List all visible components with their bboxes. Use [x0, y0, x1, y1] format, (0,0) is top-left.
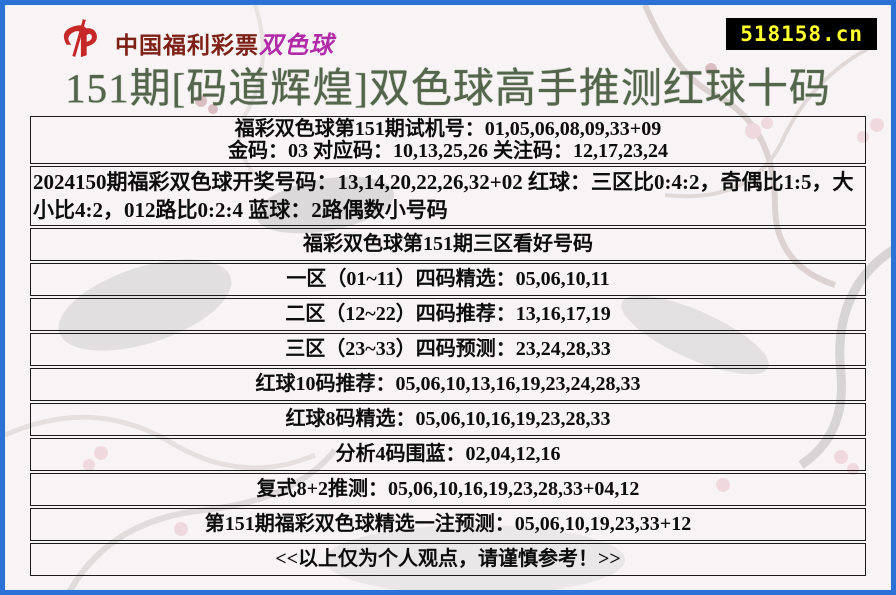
row-line: 红球8码精选：05,06,10,16,19,23,28,33	[285, 408, 611, 430]
row-line: 红球10码推荐：05,06,10,13,16,19,23,24,28,33	[255, 373, 641, 395]
row-line: 2024150期福彩双色球开奖号码：13,14,20,22,26,32+02 红…	[33, 170, 854, 222]
row-zone1-picks: 一区（01~11）四码精选：05,06,10,11	[30, 263, 866, 296]
china-welfare-lottery-logo-icon	[55, 15, 103, 61]
row-complex-8plus2: 复式8+2推测：05,06,10,16,19,23,28,33+04,12	[30, 473, 866, 506]
row-zone2-picks: 二区（12~22）四码推荐：13,16,17,19	[30, 298, 866, 331]
row-line: <<以上仅为个人观点，请谨慎参考！>>	[275, 548, 621, 570]
row-line: 三区（23~33）四码预测：23,24,28,33	[285, 338, 611, 360]
row-line: 福彩双色球第151期试机号：01,05,06,08,09,33+09	[234, 118, 662, 140]
row-blue-4-picks: 分析4码围蓝：02,04,12,16	[30, 438, 866, 471]
prediction-rows: 福彩双色球第151期试机号：01,05,06,08,09,33+09 金码：03…	[30, 116, 866, 576]
row-line: 复式8+2推测：05,06,10,16,19,23,28,33+04,12	[256, 478, 640, 500]
row-red-10-picks: 红球10码推荐：05,06,10,13,16,19,23,24,28,33	[30, 368, 866, 401]
row-trial-numbers: 福彩双色球第151期试机号：01,05,06,08,09,33+09 金码：03…	[30, 116, 866, 164]
page-title: 151期[码道辉煌]双色球高手推测红球十码	[65, 65, 831, 111]
row-line: 一区（01~11）四码精选：05,06,10,11	[286, 268, 610, 290]
row-zone3-picks: 三区（23~33）四码预测：23,24,28,33	[30, 333, 866, 366]
row-disclaimer: <<以上仅为个人观点，请谨慎参考！>>	[30, 543, 866, 576]
row-last-draw-result: 2024150期福彩双色球开奖号码：13,14,20,22,26,32+02 红…	[30, 166, 866, 226]
row-line: 二区（12~22）四码推荐：13,16,17,19	[285, 303, 611, 325]
row-zone-header: 福彩双色球第151期三区看好号码	[30, 228, 866, 261]
header: 中国福利彩票双色球 518158.cn	[5, 5, 891, 61]
row-line: 分析4码围蓝：02,04,12,16	[335, 443, 561, 465]
row-line: 福彩双色球第151期三区看好号码	[303, 233, 593, 255]
row-line: 金码：03 对应码：10,13,25,26 关注码：12,17,23,24	[228, 140, 668, 162]
row-line: 第151期福彩双色球精选一注预测：05,06,10,19,23,33+12	[204, 513, 692, 535]
row-single-bet-prediction: 第151期福彩双色球精选一注预测：05,06,10,19,23,33+12	[30, 508, 866, 541]
site-badge: 518158.cn	[726, 18, 877, 50]
row-red-8-picks: 红球8码精选：05,06,10,16,19,23,28,33	[30, 403, 866, 436]
brand-product-text: 双色球	[259, 32, 334, 59]
brand: 中国福利彩票双色球	[115, 25, 334, 60]
brand-text: 中国福利彩票	[115, 32, 259, 58]
